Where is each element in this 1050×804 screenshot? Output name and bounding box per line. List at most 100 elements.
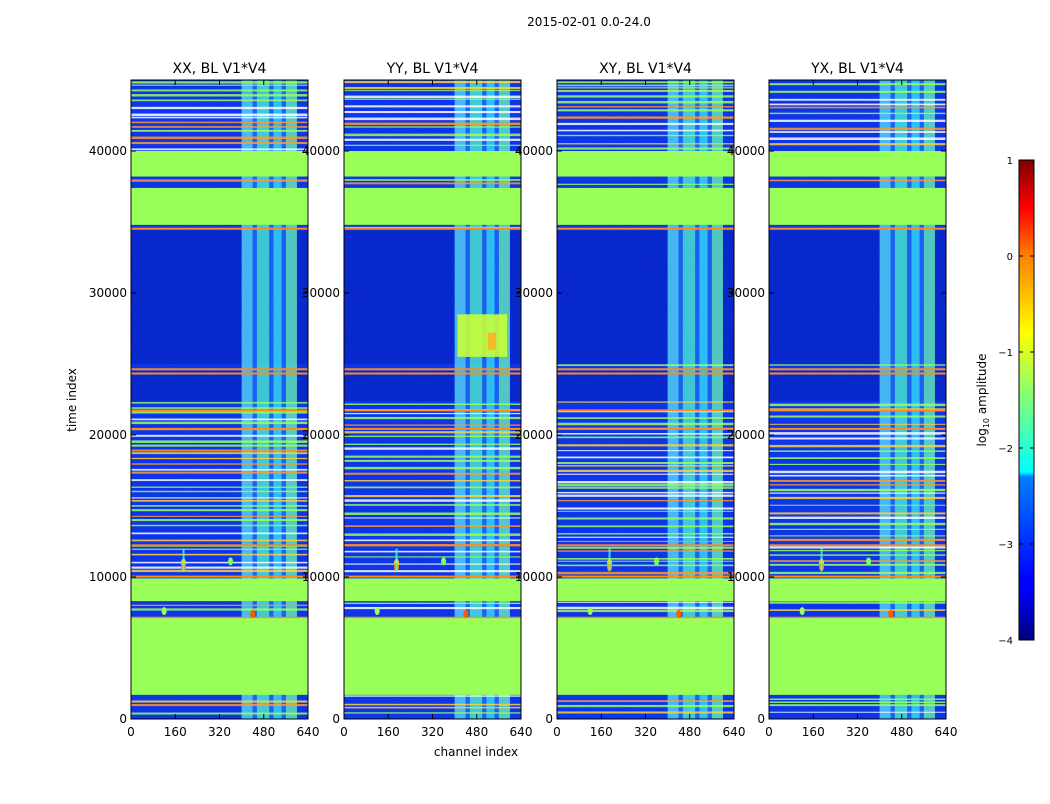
colorbar-tick-label: −4 (998, 636, 1013, 647)
time-line (131, 179, 308, 182)
time-line (557, 487, 734, 489)
time-line (344, 550, 521, 553)
time-line (131, 608, 308, 611)
orange-line (557, 616, 734, 619)
orange-line (557, 372, 734, 375)
time-line (769, 474, 946, 477)
orange-line (131, 575, 308, 578)
y-tick-label: 10000 (89, 570, 127, 584)
y-tick-label: 20000 (515, 428, 553, 442)
y-tick-label: 30000 (515, 286, 553, 300)
time-line (769, 423, 946, 425)
flagged-block (769, 578, 946, 602)
time-line (131, 116, 308, 119)
time-line (131, 141, 308, 145)
time-line (344, 105, 521, 108)
time-line (769, 463, 946, 466)
rfi-spot (374, 607, 380, 616)
time-line (769, 119, 946, 122)
y-tick-label: 30000 (89, 286, 127, 300)
time-line (557, 433, 734, 435)
time-line (557, 481, 734, 484)
time-line (769, 131, 946, 133)
time-line (131, 421, 308, 425)
time-line (131, 569, 308, 573)
time-line (769, 479, 946, 482)
bright-spot (487, 332, 497, 350)
x-tick-label: 640 (723, 725, 746, 739)
time-line (131, 499, 308, 502)
time-line (131, 121, 308, 124)
panel-image (769, 80, 946, 719)
time-line (557, 106, 734, 108)
time-line (131, 497, 308, 499)
orange-line (557, 427, 734, 430)
y-tick-label: 40000 (727, 144, 765, 158)
time-line (769, 601, 946, 604)
time-line (557, 500, 734, 502)
time-line (344, 602, 521, 605)
time-line (344, 455, 521, 458)
time-line (131, 444, 308, 447)
orange-line (769, 372, 946, 375)
time-line (769, 571, 946, 575)
time-line (131, 99, 308, 102)
x-tick-label: 320 (634, 725, 657, 739)
time-line (557, 95, 734, 98)
time-line (344, 435, 521, 438)
time-line (557, 494, 734, 497)
time-line (131, 126, 308, 128)
panel-image (344, 80, 521, 719)
time-line (769, 488, 946, 492)
time-line (557, 109, 734, 112)
time-line (557, 143, 734, 145)
time-line (769, 437, 946, 440)
time-line (131, 561, 308, 564)
time-line (344, 416, 521, 420)
orange-line (769, 227, 946, 230)
time-line (557, 465, 734, 467)
time-line (344, 472, 521, 475)
panel-title: YX, BL V1*V4 (810, 61, 904, 77)
time-line (557, 436, 734, 439)
time-line (557, 517, 734, 520)
rfi-spot (654, 557, 660, 566)
flagged-block (344, 187, 521, 225)
time-line (131, 148, 308, 151)
time-line (131, 539, 308, 542)
y-tick-label: 0 (332, 712, 340, 726)
time-line (344, 495, 521, 498)
time-line (557, 401, 734, 403)
time-line (131, 604, 308, 607)
colorbar-label-sub: 10 (982, 418, 991, 428)
time-line (344, 403, 521, 406)
rfi-column (820, 548, 823, 572)
time-line (557, 364, 734, 367)
y-tick-label: 10000 (727, 570, 765, 584)
time-line (131, 712, 308, 715)
time-line (557, 540, 734, 543)
time-line (131, 89, 308, 92)
flagged-block (769, 151, 946, 177)
time-line (344, 606, 521, 610)
time-line (557, 129, 734, 132)
x-tick-label: 320 (846, 725, 869, 739)
panels: XX, BL V1*V4 0 160 320 480 640 0 10000 20000 3000… (89, 61, 958, 739)
rfi-column (608, 548, 611, 572)
time-line (344, 182, 521, 185)
rfi-spot (676, 609, 682, 618)
time-line (131, 452, 308, 455)
x-tick-label: 160 (164, 725, 187, 739)
orange-line (131, 616, 308, 619)
time-line (344, 525, 521, 527)
time-line (769, 711, 946, 713)
time-line (557, 122, 734, 126)
time-line (769, 127, 946, 131)
flagged-block (344, 618, 521, 695)
time-line (344, 424, 521, 426)
flagged-block (131, 618, 308, 695)
time-line (131, 113, 308, 117)
time-line (344, 110, 521, 114)
rfi-spot (866, 557, 872, 566)
time-line (557, 84, 734, 87)
